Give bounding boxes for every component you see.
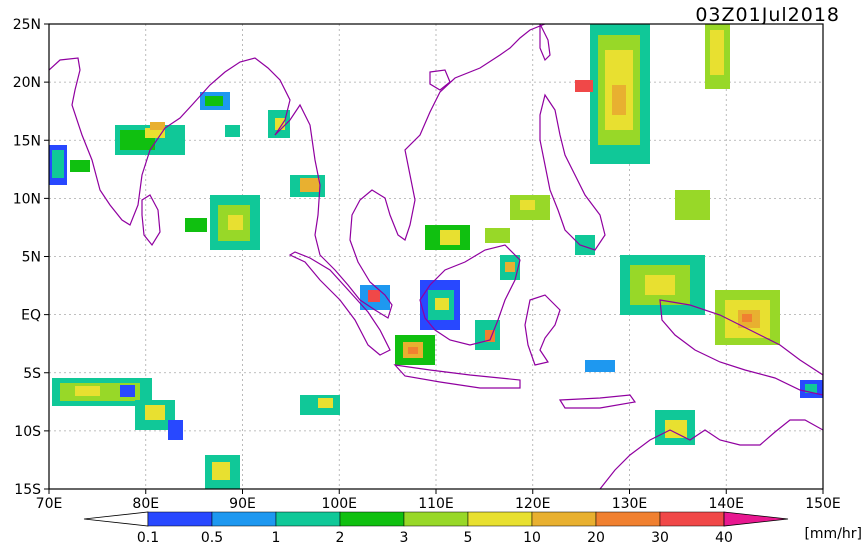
coast-sulawesi: [524, 294, 561, 366]
y-tick-label: 25N: [13, 17, 41, 33]
coast-sri-lanka: [141, 194, 161, 247]
x-tick-label: 80E: [132, 496, 159, 512]
coast-philippines: [539, 93, 606, 251]
rain-cluster-india-west: [49, 145, 90, 185]
colorbar-label: 0.5: [201, 530, 223, 544]
rain-cluster-andaman: [185, 175, 325, 250]
y-tick-label: 15N: [13, 133, 41, 149]
x-tick-label: 150E: [805, 496, 841, 512]
coast-java: [393, 364, 521, 389]
coast-sumatra: [288, 251, 391, 356]
colorbar-label: 1: [272, 530, 281, 544]
x-tick-label: 130E: [612, 496, 648, 512]
colorbar-swatch: [147, 511, 213, 527]
colorbar-label: 30: [651, 530, 669, 544]
y-tick-label: 15S: [14, 482, 41, 498]
coast-burma-malay: [274, 24, 546, 319]
colorbar-swatch: [403, 511, 469, 527]
rain-cluster-pacific: [585, 190, 823, 445]
coast-australia: [599, 419, 823, 489]
coast-india: [49, 57, 291, 226]
coastlines: [49, 24, 823, 489]
rain-cluster-south-indian-ocean: [52, 378, 340, 489]
map-title: 03Z01Jul2018: [695, 4, 840, 26]
x-tick-label: 120E: [515, 496, 551, 512]
colorbar-unit: [mm/hr]: [804, 526, 862, 542]
x-tick-label: 100E: [321, 496, 357, 512]
colorbar-swatch: [531, 511, 597, 527]
colorbar-arrow-high: [723, 511, 789, 527]
coast-hainan: [429, 69, 451, 91]
coast-taiwan: [539, 24, 551, 62]
precipitation-field: [49, 24, 823, 489]
colorbar-swatch: [339, 511, 405, 527]
y-tick-label: 10N: [13, 191, 41, 207]
colorbar-swatch: [595, 511, 661, 527]
y-tick-label: EQ: [21, 308, 41, 324]
colorbar-swatch: [659, 511, 725, 527]
coast-borneo: [419, 244, 521, 346]
rain-cluster-borneo: [360, 225, 520, 365]
rain-cluster-typhoon: [510, 24, 730, 255]
colorbar-swatch: [211, 511, 277, 527]
y-tick-label: 5S: [23, 366, 41, 382]
colorbar-swatch: [275, 511, 341, 527]
colorbar-arrow-low: [83, 511, 149, 527]
y-tick-label: 20N: [13, 75, 41, 91]
colorbar-label: 20: [587, 530, 605, 544]
colorbar-label: 2: [336, 530, 345, 544]
colorbar-label: 10: [523, 530, 541, 544]
x-axis: 70E 80E 90E 100E 110E 120E 130E 140E 150E: [36, 489, 841, 512]
y-axis: 25N 20N 15N 10N 5N EQ 5S 10S 15S: [13, 17, 49, 498]
y-tick-label: 5N: [22, 250, 41, 266]
x-tick-label: 90E: [229, 496, 256, 512]
colorbar-label: 0.1: [137, 530, 159, 544]
x-tick-label: 70E: [36, 496, 63, 512]
coast-timor: [558, 394, 637, 409]
y-tick-label: 10S: [14, 424, 41, 440]
x-tick-label: 110E: [418, 496, 454, 512]
colorbar-label: 3: [400, 530, 409, 544]
coast-new-guinea: [659, 299, 823, 396]
colorbar-swatch: [467, 511, 533, 527]
colorbar: 0.1 0.5 1 2 3 5 10 20 30 40: [83, 511, 789, 544]
x-tick-label: 140E: [708, 496, 744, 512]
colorbar-label: 5: [464, 530, 473, 544]
rain-cluster-bay-of-bengal: [115, 92, 290, 155]
colorbar-label: 40: [715, 530, 733, 544]
